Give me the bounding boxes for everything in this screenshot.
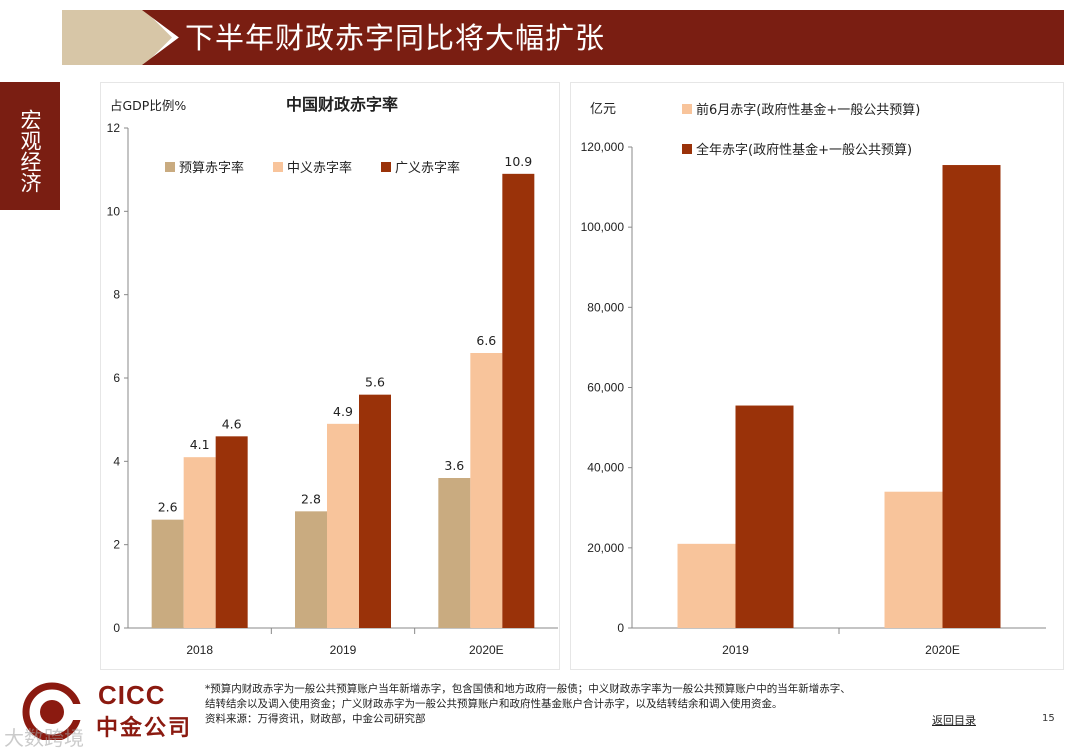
footnote-line: 结转结余以及调入使用资金；广义财政赤字为一般公共预算账户和政府性基金账户合计赤字… (205, 698, 783, 710)
footnote: *预算内财政赤字为一般公共预算账户当年新增赤字，包含国债和地方政府一般债；中义财… (205, 682, 1035, 727)
y-tick-label: 12 (107, 121, 121, 135)
bar (151, 519, 184, 628)
legend-swatch (273, 162, 283, 172)
legend-swatch (682, 144, 692, 154)
y-tick-label: 6 (113, 371, 120, 385)
y-tick-label: 2 (113, 538, 120, 552)
watermark: 大数跨境 (4, 726, 84, 750)
legend-swatch (381, 162, 391, 172)
data-label: 5.6 (365, 375, 385, 390)
back-to-contents-link[interactable]: 返回目录 (932, 714, 976, 727)
y-axis-title: 占GDP比例% (110, 98, 186, 113)
bar (183, 457, 216, 628)
bar (677, 543, 736, 628)
bar (295, 511, 327, 628)
y-tick-label: 40,000 (587, 461, 624, 475)
logo-text-cn: 中金公司 (96, 716, 193, 741)
legend-label: 预算赤字率 (179, 160, 244, 176)
bar (884, 491, 943, 628)
legend-swatch (682, 104, 692, 114)
y-tick-label: 10 (107, 204, 121, 218)
legend-label: 中义赤字率 (287, 160, 352, 176)
bar (470, 353, 503, 628)
data-label: 6.6 (476, 333, 496, 348)
right-chart-panel (570, 82, 1064, 670)
bar (327, 423, 359, 628)
y-tick-label: 4 (113, 454, 120, 468)
page-title: 下半年财政赤字同比将大幅扩张 (185, 21, 606, 55)
bar (438, 478, 471, 628)
header-bar (142, 10, 1064, 65)
x-tick-label: 2019 (330, 643, 357, 657)
legend-label: 全年赤字(政府性基金+一般公共预算) (696, 142, 912, 158)
bar (502, 173, 535, 629)
chart-title: 中国财政赤字率 (286, 95, 398, 114)
footnote-source: 资料来源：万得资讯，财政部，中金公司研究部 (205, 713, 426, 725)
legend-label: 前6月赤字(政府性基金+一般公共预算) (696, 102, 920, 118)
left-chart-panel (100, 82, 560, 670)
x-tick-label: 2020E (925, 643, 960, 657)
section-tab[interactable]: 宏观经济 (0, 82, 60, 210)
logo-text-en: CICC (98, 680, 166, 710)
y-tick-label: 20,000 (587, 541, 624, 555)
legend-swatch (165, 162, 175, 172)
x-tick-label: 2018 (186, 643, 213, 657)
y-tick-label: 60,000 (587, 381, 624, 395)
y-axis-title: 亿元 (590, 102, 616, 117)
x-tick-label: 2020E (469, 643, 504, 657)
legend-label: 广义赤字率 (395, 160, 460, 176)
data-label: 4.9 (333, 404, 353, 419)
data-label: 2.6 (158, 500, 178, 515)
y-tick-label: 100,000 (581, 220, 625, 234)
footnote-line: *预算内财政赤字为一般公共预算账户当年新增赤字，包含国债和地方政府一般债；中义财… (205, 683, 851, 695)
page-number: 15 (1042, 713, 1055, 724)
bar (215, 436, 248, 628)
data-label: 4.1 (190, 437, 210, 452)
data-label: 4.6 (222, 416, 242, 431)
data-label: 10.9 (504, 154, 532, 169)
y-tick-label: 8 (113, 288, 120, 302)
bar (359, 394, 391, 628)
bar (735, 405, 794, 628)
y-tick-label: 0 (113, 621, 120, 635)
y-tick-label: 80,000 (587, 300, 624, 314)
cicc-logo-icon (22, 682, 86, 740)
data-label: 2.8 (301, 491, 321, 506)
data-label: 3.6 (444, 458, 464, 473)
x-tick-label: 2019 (722, 643, 749, 657)
bar (942, 165, 1001, 628)
cicc-logo: CICC 中金公司 (18, 678, 198, 748)
y-tick-label: 120,000 (581, 140, 625, 154)
y-tick-label: 0 (617, 621, 624, 635)
